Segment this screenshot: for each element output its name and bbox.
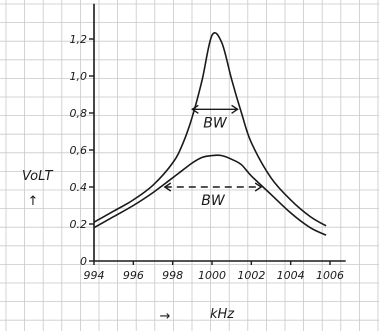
bw-arrowhead <box>231 104 239 114</box>
bw-label-1: BW <box>203 115 228 131</box>
y-tick-label: 0 <box>80 255 87 268</box>
labels: VoLT ↑ → kHz <box>22 169 235 324</box>
y-axis-label: VoLT <box>22 169 53 184</box>
y-axis-arrow: ↑ <box>28 194 39 209</box>
y-tick-label: 0.4 <box>70 181 88 194</box>
y-tick-label: 0,6 <box>70 144 88 157</box>
series-line-2 <box>93 154 327 236</box>
y-tick-label: 1,0 <box>70 70 88 83</box>
x-tick-label: 994 <box>84 269 105 282</box>
bw-arrowhead <box>163 182 172 192</box>
series-layer <box>93 31 327 236</box>
x-tick-label: 996 <box>123 269 144 282</box>
x-tick-label: 1002 <box>237 269 265 282</box>
x-tick-label: 1004 <box>277 269 305 282</box>
y-tick-label: 0.2 <box>70 218 88 231</box>
x-axis-arrow: → <box>160 309 171 324</box>
bw-arrowhead <box>254 182 263 192</box>
y-tick-label: 1,2 <box>70 33 88 46</box>
x-tick-label: 1000 <box>198 269 226 282</box>
x-axis-label: kHz <box>210 307 235 322</box>
axes: 994 996 998 1000 1002 1004 1006 0 0.2 0.4 0,6 0,8 1,… <box>70 3 346 282</box>
x-tick-label: 1006 <box>316 269 344 282</box>
y-tick-label: 0,8 <box>70 107 88 120</box>
x-tick-label: 998 <box>162 269 183 282</box>
series-line-1 <box>93 31 327 227</box>
bw-label-2: BW <box>201 193 226 209</box>
annotations: BW BW <box>163 104 263 209</box>
bw-arrowhead <box>191 104 199 114</box>
